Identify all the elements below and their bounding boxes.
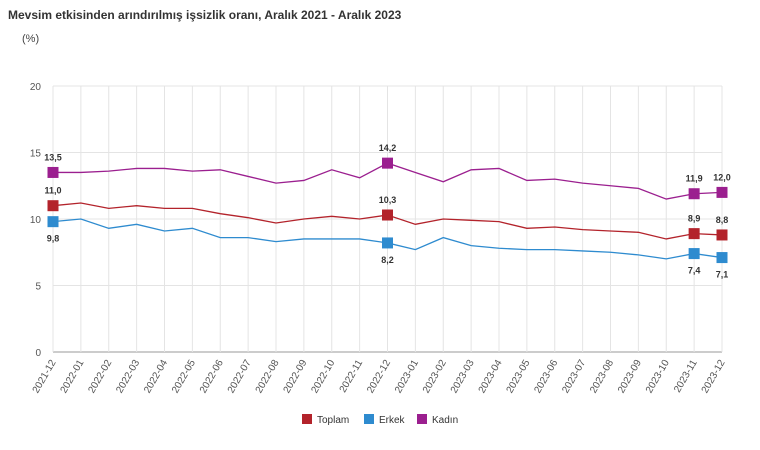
data-label-kadin: 12,0 <box>713 172 731 182</box>
x-tick-label: 2023-06 <box>532 358 560 396</box>
legend-swatch-kadin <box>417 414 427 424</box>
y-axis-unit: (%) <box>22 33 40 45</box>
x-tick-label: 2022-02 <box>86 358 114 396</box>
x-tick-label: 2022-11 <box>338 358 366 395</box>
data-marker-toplam <box>382 209 393 221</box>
x-tick-label: 2022-07 <box>226 358 254 396</box>
y-tick-label: 10 <box>30 215 42 226</box>
legend-swatch-toplam <box>302 414 312 424</box>
y-tick-label: 0 <box>35 348 41 359</box>
x-tick-label: 2022-04 <box>142 358 170 396</box>
x-tick-label: 2022-12 <box>365 358 393 396</box>
data-marker-erkek <box>716 252 728 264</box>
x-tick-label: 2023-01 <box>393 358 421 396</box>
data-label-erkek: 8,2 <box>381 255 394 265</box>
y-tick-label: 20 <box>30 82 42 93</box>
data-marker-erkek <box>47 216 59 228</box>
x-tick-label: 2023-12 <box>700 358 728 396</box>
x-tick-label: 2023-10 <box>644 358 672 396</box>
x-tick-label: 2022-03 <box>114 358 142 396</box>
data-label-kadin: 14,2 <box>379 143 397 153</box>
x-tick-label: 2023-11 <box>672 358 700 395</box>
x-tick-label: 2023-03 <box>449 358 477 396</box>
x-tick-label: 2023-09 <box>616 358 644 396</box>
data-marker-kadin <box>716 186 728 198</box>
legend-label-erkek: Erkek <box>379 415 406 426</box>
data-marker-kadin <box>47 166 59 178</box>
x-tick-label: 2023-07 <box>560 358 588 396</box>
data-label-toplam: 10,3 <box>379 195 397 205</box>
legend-swatch-erkek <box>364 414 374 424</box>
data-marker-erkek <box>688 248 700 260</box>
data-label-toplam: 11,0 <box>44 186 61 196</box>
data-marker-toplam <box>47 200 59 212</box>
data-marker-erkek <box>382 237 393 249</box>
data-label-kadin: 13,5 <box>44 152 62 162</box>
data-marker-toplam <box>688 228 700 240</box>
x-tick-label: 2023-05 <box>505 358 533 396</box>
data-marker-toplam <box>716 229 728 241</box>
legend-label-toplam: Toplam <box>317 415 349 426</box>
data-label-toplam: 8,9 <box>688 214 701 224</box>
x-tick-label: 2023-04 <box>477 358 505 396</box>
legend-label-kadin: Kadın <box>432 415 458 426</box>
x-tick-label: 2023-08 <box>588 358 616 396</box>
x-tick-label: 2022-01 <box>59 358 87 396</box>
x-tick-label: 2022-10 <box>309 358 337 396</box>
data-label-erkek: 9,8 <box>47 234 60 244</box>
x-tick-label: 2023-02 <box>421 358 449 396</box>
x-tick-label: 2022-05 <box>170 358 198 396</box>
data-marker-kadin <box>382 157 393 169</box>
data-label-kadin: 11,9 <box>686 174 703 184</box>
y-tick-label: 5 <box>35 282 41 293</box>
data-label-erkek: 7,1 <box>716 270 729 280</box>
data-label-toplam: 8,8 <box>716 215 729 225</box>
y-tick-label: 15 <box>30 149 42 160</box>
data-label-erkek: 7,4 <box>688 266 701 276</box>
data-marker-kadin <box>688 188 700 200</box>
chart-title: Mevsim etkisinden arındırılmış işsizlik … <box>8 8 402 22</box>
x-tick-label: 2021-12 <box>31 358 59 396</box>
x-tick-label: 2022-09 <box>282 358 310 396</box>
x-tick-label: 2022-08 <box>254 358 282 396</box>
x-tick-label: 2022-06 <box>198 358 226 396</box>
